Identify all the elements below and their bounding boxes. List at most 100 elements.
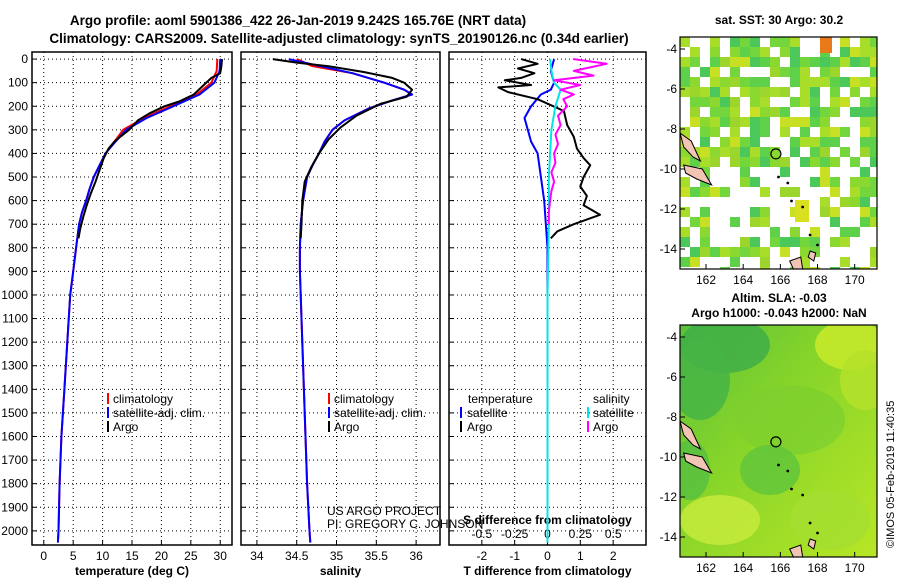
sst-cell (820, 127, 830, 137)
sst-warm-cell (795, 200, 809, 222)
sst-cell (750, 177, 760, 187)
sst-cell (790, 77, 800, 87)
sst-cell (700, 127, 710, 137)
plot-frame (240, 51, 441, 546)
sst-cell (820, 107, 830, 117)
sst-cell (760, 187, 770, 197)
sst-cell (810, 137, 820, 147)
sst-cell (720, 267, 730, 269)
series-argo (272, 58, 414, 239)
sst-cell (710, 37, 720, 47)
sst-cell (790, 37, 800, 47)
sst-cell (860, 127, 870, 137)
island-shape (807, 538, 817, 550)
series-s-satellite (546, 58, 562, 543)
x-tick-label: 35 (330, 549, 344, 563)
islet-dot (801, 493, 805, 497)
sst-cell (750, 247, 760, 257)
sst-cell (690, 217, 700, 227)
difference-legend: temperature satellite Argo salinity sate… (460, 392, 634, 434)
sst-cell (800, 247, 810, 257)
sst-cell (820, 207, 830, 217)
islet-dot (790, 199, 793, 203)
series-t-satellite (523, 58, 556, 543)
sst-cell (870, 57, 877, 67)
credit-pi: PI: GREGORY C. JOHNSON (327, 517, 483, 531)
sst-cell (810, 227, 820, 237)
sst-cell (780, 107, 790, 117)
sst-cell (870, 97, 877, 107)
sst-cell (800, 97, 810, 107)
sst-cell (750, 107, 760, 117)
sst-hot-cell (820, 37, 832, 53)
map-y-tick-label: -6 (666, 370, 677, 384)
islet-dot (801, 205, 805, 209)
sst-cell (720, 97, 730, 107)
sst-cell (860, 167, 870, 177)
sst-cell (820, 137, 830, 147)
sst-cell (680, 227, 690, 237)
sst-cell (830, 177, 840, 187)
map-y-tick-label: -14 (660, 530, 678, 544)
islet-dot (808, 233, 812, 237)
x-tick-label: -1 (509, 549, 520, 563)
sst-cell (690, 47, 700, 57)
island-shape (680, 420, 702, 451)
title-line-1: Argo profile: aoml 5901386_422 26-Jan-20… (70, 13, 526, 28)
island-shape (789, 544, 804, 557)
sst-cell (770, 37, 780, 47)
sst-cell (700, 207, 710, 217)
sst-cell (710, 57, 720, 67)
sst-cell (860, 137, 870, 147)
sst-cell (830, 107, 840, 117)
sst-cell (790, 57, 800, 67)
sst-cell (700, 167, 710, 177)
sst-cell (760, 247, 770, 257)
sst-cell (800, 87, 810, 97)
sst-cell (710, 47, 720, 57)
sst-cell (860, 117, 870, 127)
sst-cell (840, 97, 850, 107)
y-tick-label: 100 (8, 76, 28, 90)
sst-cell (740, 117, 750, 127)
sst-cell (760, 207, 770, 217)
y-tick-label: 1500 (1, 406, 28, 420)
y-tick-label: 700 (8, 217, 28, 231)
sst-cell (720, 147, 730, 157)
sst-cell (700, 237, 710, 247)
sst-cell (810, 247, 820, 257)
sst-cell (750, 97, 760, 107)
temperature-panel: 0 5 10 15 20 25 300100200300400500600700800900… (1, 51, 233, 578)
sst-cell (870, 157, 877, 167)
sst-cell (690, 117, 700, 127)
sst-cell (710, 107, 720, 117)
sst-cell (870, 207, 877, 217)
sst-cell (710, 247, 720, 257)
sst-cell (740, 167, 750, 177)
sst-cell (760, 267, 770, 269)
x-tick-label: 35.5 (365, 549, 389, 563)
sst-cell (860, 57, 870, 67)
sst-cell (680, 127, 690, 137)
sla-anomaly-blob (735, 385, 845, 455)
x-top-tick-label: 0.5 (605, 527, 622, 541)
sst-cell (710, 187, 720, 197)
sst-cell (690, 87, 700, 97)
float-position-marker (770, 436, 782, 448)
sst-cell (700, 187, 710, 197)
sst-cell (770, 67, 780, 77)
x-tick-label: 10 (96, 549, 110, 563)
sst-cell (720, 187, 730, 197)
sst-map-title: sat. SST: 30 Argo: 30.2 (715, 13, 844, 27)
sst-cell (720, 247, 730, 257)
sst-cell (820, 177, 830, 187)
sst-cell (690, 107, 700, 117)
sst-cell (770, 87, 780, 97)
sst-cell (780, 87, 790, 97)
sst-cell (800, 117, 810, 127)
sst-cell (870, 67, 877, 77)
sst-cell (840, 37, 850, 47)
sst-cell (830, 87, 840, 97)
sst-cell (740, 247, 750, 257)
sst-cell (840, 197, 850, 207)
